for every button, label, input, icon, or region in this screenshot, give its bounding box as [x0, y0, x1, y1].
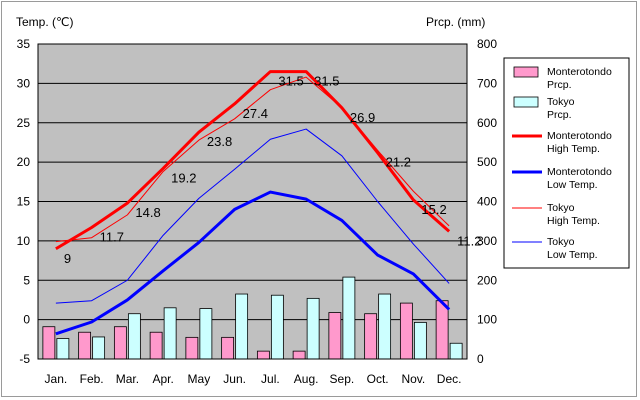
monterotondo-prcp-bar — [113, 326, 127, 360]
x-tick-label: Nov. — [401, 372, 425, 386]
tokyo-prcp-bar — [127, 313, 141, 360]
plot-border — [37, 43, 468, 360]
monterotondo-prcp-bar — [42, 326, 56, 360]
tokyo-high-temp-line — [55, 76, 450, 243]
x-tick-label: Dec. — [437, 372, 462, 386]
tokyo-prcp-bar — [449, 342, 463, 360]
left-tick-label: -5 — [19, 352, 30, 366]
legend-label: Tokyo High Temp. — [547, 202, 600, 227]
legend-swatch — [513, 96, 539, 108]
plot-area: 35 30 25 20 15 10 5 0 -5 800 700 600 500 400 300 200 100… — [17, 37, 498, 386]
legend-label: Monterotondo Prcp. — [547, 66, 612, 91]
right-tick-label: 0 — [477, 352, 484, 366]
legend-item-tokyo-high-temp: Tokyo High Temp. — [512, 202, 600, 227]
left-tick-label: 5 — [23, 273, 30, 287]
legend-item-tokyo-low-temp: Tokyo Low Temp. — [512, 236, 598, 261]
left-tick-label: 10 — [17, 234, 31, 248]
x-tick-label: Jun. — [223, 372, 246, 386]
monterotondo-prcp-bar — [364, 313, 378, 360]
legend-swatch — [513, 66, 539, 78]
tokyo-prcp-bar — [92, 336, 106, 360]
tokyo-low-temp-line — [55, 128, 450, 304]
left-tick-label: 30 — [17, 76, 31, 90]
right-tick-label: 600 — [477, 116, 497, 130]
legend-item-monterotondo-low-temp: Monterotondo Low Temp. — [512, 166, 612, 191]
high-temp-data-label: 31.5 — [314, 74, 339, 89]
left-axis-title: Temp. (℃) — [16, 15, 73, 29]
x-tick-label: Oct. — [367, 372, 389, 386]
x-tick-label: Mar. — [116, 372, 139, 386]
left-tick-label: 0 — [23, 313, 30, 327]
tokyo-prcp-bar — [56, 338, 70, 360]
tokyo-prcp-bar — [163, 307, 177, 360]
x-tick-label: Feb. — [80, 372, 104, 386]
right-tick-label: 800 — [477, 37, 497, 51]
high-temp-data-label: 26.9 — [350, 110, 375, 125]
right-tick-label: 500 — [477, 155, 497, 169]
legend-label: Monterotondo High Temp. — [547, 130, 612, 155]
right-tick-label: 400 — [477, 195, 497, 209]
x-tick-label: Jan. — [45, 372, 68, 386]
x-tick-label: May — [188, 372, 211, 386]
high-temp-data-label: 11.7 — [100, 229, 124, 244]
legend: Monterotondo Prcp. Tokyo Prcp. Monterotondo H… — [503, 57, 630, 269]
high-temp-data-label: 21.2 — [386, 155, 411, 170]
legend-item-tokyo-prcp: Tokyo Prcp. — [513, 96, 575, 121]
high-temp-data-label: 19.2 — [171, 170, 196, 185]
high-temp-data-label: 23.8 — [207, 134, 232, 149]
high-temp-data-label: 11.2 — [457, 233, 481, 248]
monterotondo-prcp-bar — [256, 350, 270, 360]
tokyo-prcp-bar — [306, 297, 320, 360]
tokyo-prcp-bar — [199, 308, 213, 360]
monterotondo-prcp-bar — [185, 336, 199, 360]
monterotondo-prcp-bar — [435, 300, 449, 360]
high-temp-data-label: 9 — [64, 251, 71, 266]
monterotondo-prcp-bar — [78, 331, 92, 360]
left-tick-label: 35 — [17, 37, 31, 51]
monterotondo-high-temp-line — [55, 70, 451, 251]
legend-label: Monterotondo Low Temp. — [547, 166, 612, 191]
right-tick-label: 100 — [477, 313, 497, 327]
high-temp-data-label: 15.2 — [421, 202, 446, 217]
tokyo-prcp-bar — [342, 276, 356, 360]
monterotondo-prcp-bar — [292, 350, 306, 360]
legend-label: Tokyo Prcp. — [547, 96, 575, 121]
tokyo-prcp-bar — [235, 293, 249, 360]
legend-item-monterotondo-prcp: Monterotondo Prcp. — [513, 66, 612, 91]
left-tick-label: 20 — [17, 155, 31, 169]
high-temp-data-label: 14.8 — [135, 205, 160, 220]
monterotondo-prcp-bar — [149, 331, 163, 360]
tokyo-prcp-bar — [270, 294, 284, 360]
monterotondo-prcp-bar — [399, 302, 413, 360]
high-temp-data-label: 31.5 — [278, 74, 303, 89]
x-tick-label: Jul. — [261, 372, 280, 386]
right-axis-title: Prcp. (mm) — [426, 15, 485, 29]
right-tick-label: 300 — [477, 234, 497, 248]
left-tick-label: 25 — [17, 116, 31, 130]
x-tick-label: Sep. — [330, 372, 355, 386]
tokyo-prcp-bar — [378, 293, 392, 360]
right-tick-label: 200 — [477, 273, 497, 287]
legend-label: Tokyo Low Temp. — [547, 236, 598, 261]
tokyo-prcp-bar — [413, 321, 427, 360]
left-tick-label: 15 — [17, 195, 31, 209]
legend-item-monterotondo-high-temp: Monterotondo High Temp. — [512, 130, 612, 155]
monterotondo-prcp-bar — [221, 336, 235, 360]
monterotondo-low-temp-line — [55, 190, 451, 336]
x-tick-label: Apr. — [152, 372, 173, 386]
legend-box — [503, 57, 630, 269]
x-tick-label: Aug. — [294, 372, 319, 386]
right-tick-label: 700 — [477, 76, 497, 90]
monterotondo-prcp-bar — [328, 312, 342, 360]
high-temp-data-label: 27.4 — [243, 106, 268, 121]
